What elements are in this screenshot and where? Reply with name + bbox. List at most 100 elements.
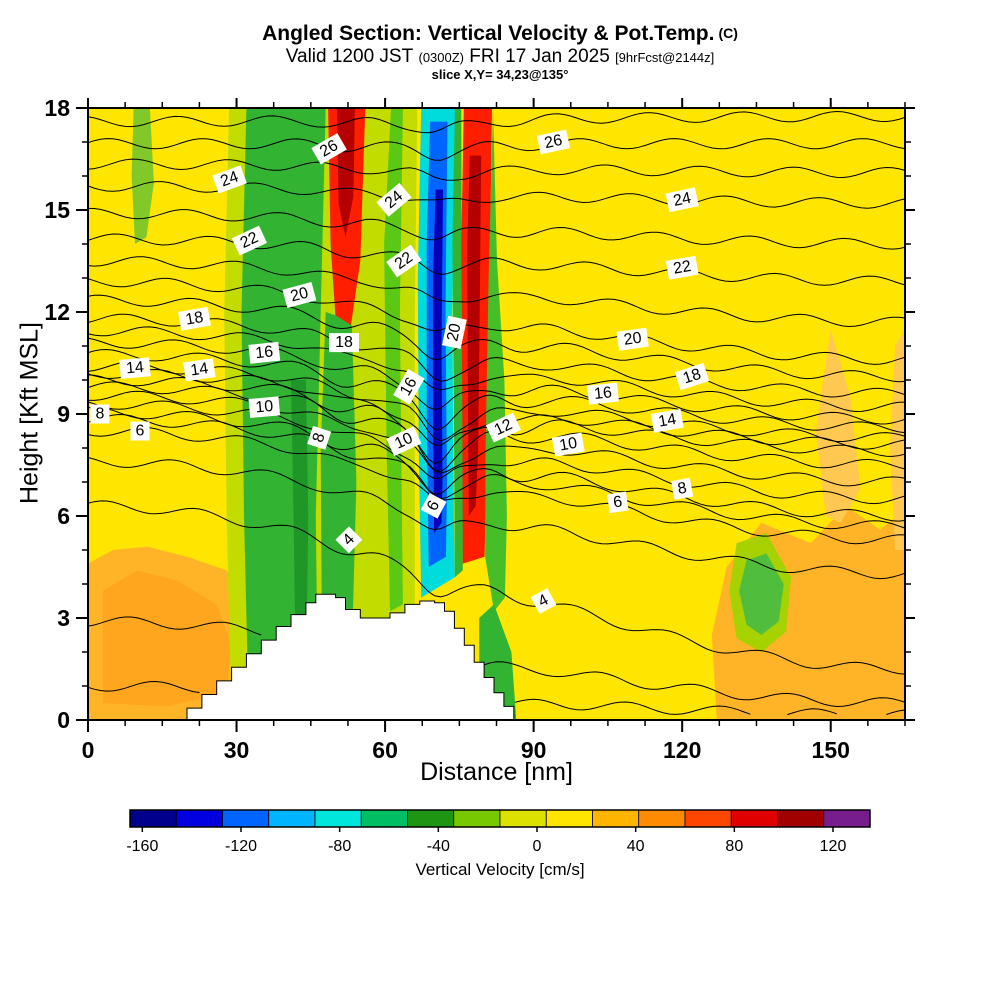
isentrope-line	[88, 400, 905, 505]
colorbar-frame	[129, 809, 871, 828]
contour-label: 14	[119, 357, 151, 379]
contour-label-box	[282, 281, 317, 309]
contour-label-text: 26	[543, 132, 564, 152]
title-main: Angled Section: Vertical Velocity & Pot.…	[262, 22, 715, 45]
contour-label-box	[130, 421, 150, 441]
colorbar-segment	[268, 809, 316, 828]
x-tick-label: 150	[812, 737, 850, 763]
contour-label: 6	[420, 492, 447, 519]
valid-time-line: Valid 1200 JST (0300Z) FRI 17 Jan 2025 […	[0, 46, 1000, 68]
isentrope-line	[88, 138, 905, 161]
downdraft-core-darkblue	[433, 189, 443, 533]
contour-label-text: 20	[289, 284, 311, 305]
isentrope-line	[88, 390, 905, 487]
valid-date: FRI 17 Jan 2025	[469, 46, 610, 68]
contour-label-box	[393, 369, 425, 405]
colorbar-tick-label: -120	[225, 838, 257, 855]
contour-label-box	[441, 315, 467, 350]
contour-label: 8	[90, 404, 110, 424]
x-tick-label: 30	[224, 737, 250, 763]
contour-label-box	[671, 477, 694, 500]
contour-label-text: 16	[593, 384, 613, 403]
contour-label-text: 14	[125, 359, 144, 377]
contour-label-box	[530, 588, 557, 614]
isentrope-line	[88, 426, 905, 545]
isentrope-line	[88, 277, 905, 365]
contour-label: 20	[282, 281, 317, 309]
contour-label-text: 10	[558, 435, 579, 455]
isentrope-line	[88, 457, 905, 580]
colorbar-segment	[222, 809, 270, 828]
colorbar-tick-label: -80	[328, 838, 351, 855]
contour-label: 18	[674, 362, 710, 391]
downdraft-below-a	[320, 312, 357, 615]
colorbar-tick-label: -40	[427, 838, 450, 855]
contour-label-box	[376, 182, 412, 217]
contour-label: 16	[393, 369, 425, 405]
colorbar-segment	[360, 809, 408, 828]
contour-label-box	[178, 306, 211, 331]
colorbar-segment	[129, 809, 177, 828]
updraft-band-b-core	[467, 155, 482, 516]
isentrope-line	[88, 110, 905, 134]
isentrope-line	[88, 680, 905, 716]
contour-label-text: 22	[238, 229, 261, 252]
contour-label-box	[665, 187, 699, 213]
contour-label-text: 24	[672, 190, 693, 210]
contour-label-box	[607, 491, 629, 514]
contour-label-box	[616, 327, 649, 351]
updraft-band-a-core	[337, 108, 355, 238]
contour-label: 6	[130, 421, 150, 441]
colorbar-segment	[175, 809, 223, 828]
colorbar-tick-label: 40	[627, 838, 645, 855]
updraft-left-core	[102, 570, 232, 707]
colorbar-segment	[684, 809, 732, 828]
title-block: Angled Section: Vertical Velocity & Pot.…	[0, 22, 1000, 83]
colorbar-tick-label: -160	[126, 838, 158, 855]
forecast-hour: [9hrFcst@2144z]	[615, 50, 715, 66]
isentrope-line	[88, 616, 905, 708]
axis-tick-labels: 0 30 60 90 120 150 0 3 6 9 12 15 18	[44, 95, 850, 763]
y-tick-label: 6	[57, 503, 70, 529]
title-units: (C)	[718, 25, 738, 41]
y-tick-label: 18	[44, 95, 70, 121]
colorbar-segment	[314, 809, 362, 828]
contour-label-box	[551, 432, 585, 457]
right-edge-strip	[890, 329, 905, 550]
contour-label-box	[231, 225, 268, 256]
colorbar-tick-label: 0	[533, 838, 542, 855]
isentrope-line	[88, 158, 905, 181]
colorbar-segment	[407, 809, 455, 828]
y-tick-label: 9	[57, 401, 70, 427]
colorbar-tick-label: 80	[725, 838, 743, 855]
downdraft-dark-streak	[291, 380, 309, 686]
contour-label: 16	[248, 341, 281, 364]
isentrope-line	[88, 348, 905, 434]
contour-label-box	[536, 129, 571, 155]
contour-label-box	[650, 408, 684, 433]
contour-label: 20	[616, 327, 649, 351]
colorbar-segment	[730, 809, 778, 828]
contour-label-box	[386, 244, 422, 278]
contour-label-box	[183, 358, 216, 382]
contour-label-box	[665, 255, 699, 280]
colorbar-segment	[777, 809, 825, 828]
slice-info: slice X,Y= 34,23@135°	[431, 66, 569, 82]
colorbar-segment	[592, 809, 640, 828]
contour-label: 24	[665, 187, 699, 213]
axis-ticks	[76, 98, 915, 732]
colorbar-segment	[499, 809, 547, 828]
x-tick-label: 90	[521, 737, 547, 763]
contour-label-box	[212, 165, 247, 194]
contour-label-box	[311, 133, 347, 165]
isentrope-line	[88, 500, 905, 675]
isentrope-line	[88, 256, 905, 328]
valid-time: Valid 1200 JST	[285, 46, 414, 68]
y-tick-label: 12	[44, 299, 70, 325]
isentrope-line	[88, 207, 905, 250]
contour-label-box	[386, 426, 422, 457]
colorbar-segment	[823, 809, 871, 828]
contour-label-text: 22	[672, 258, 693, 278]
colorbar-segment	[453, 809, 501, 828]
